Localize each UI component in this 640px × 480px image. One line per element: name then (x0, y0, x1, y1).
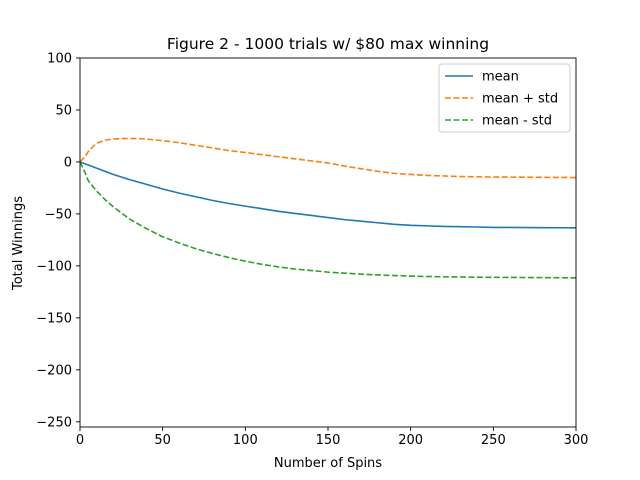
y-tick-label: 0 (64, 155, 72, 170)
legend-label-1: mean (482, 70, 519, 85)
legend-box (438, 63, 571, 133)
legend-label-3: mean - std (482, 114, 552, 129)
x-tick-label: 150 (316, 433, 341, 448)
x-tick-label: 250 (481, 433, 506, 448)
y-tick-label: −200 (36, 363, 72, 378)
series-line-1 (80, 161, 576, 229)
x-tick-label: 100 (233, 433, 258, 448)
y-tick-label: 100 (47, 52, 72, 67)
y-tick-label: 50 (55, 103, 72, 118)
legend-label-2: mean + std (482, 92, 558, 107)
axes: 0 50 100 150 200 250 300 −250 −200 −150 −100 −50 0 50… (36, 52, 588, 449)
legend: mean mean + std mean - std (438, 63, 571, 133)
x-tick-label: 0 (76, 433, 84, 448)
y-tick-label: −150 (36, 311, 72, 326)
y-tick-label: −250 (36, 415, 72, 430)
plot-area (80, 137, 576, 279)
series-line-3 (80, 161, 576, 279)
x-axis-label: Number of Spins (274, 456, 382, 471)
x-tick-label: 300 (564, 433, 589, 448)
y-tick-label: −50 (45, 207, 72, 222)
chart-title: Figure 2 - 1000 trials w/ $80 max winnin… (167, 35, 489, 53)
y-tick-label: −100 (36, 259, 72, 274)
x-tick-label: 200 (398, 433, 423, 448)
x-tick-label: 50 (154, 433, 171, 448)
y-axis-label: Total Winnings (11, 196, 26, 291)
series-line-2 (80, 137, 576, 179)
